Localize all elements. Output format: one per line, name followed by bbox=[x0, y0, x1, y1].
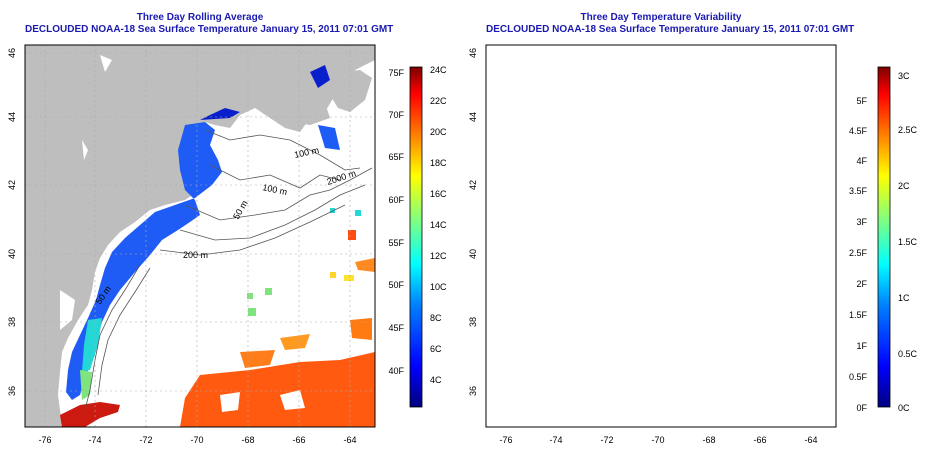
right-colorbar: 5F 4.5F 4F 3.5F 3F 2.5F 2F 1.5F 1F 0.5F … bbox=[849, 66, 918, 413]
lon-label-72: -72 bbox=[139, 435, 152, 445]
left-cbar-c-22: 22C bbox=[430, 96, 447, 106]
left-cbar-c-4: 4C bbox=[430, 375, 442, 385]
r-lon-label-76: -76 bbox=[499, 435, 512, 445]
right-map: 100 m 2000 m 50 m 200 m 46 44 42 40 38 3… bbox=[468, 44, 837, 445]
left-cbar-f-40: 40F bbox=[388, 366, 404, 376]
left-cbar-f-65: 65F bbox=[388, 152, 404, 162]
lon-label-74: -74 bbox=[88, 435, 101, 445]
r-lat-label-44: 44 bbox=[468, 112, 478, 122]
lat-label-42: 42 bbox=[7, 180, 17, 190]
right-cbar-c-1: 1C bbox=[898, 293, 910, 303]
left-cbar-f-50: 50F bbox=[388, 280, 404, 290]
right-cbar-c-2-5: 2.5C bbox=[898, 125, 918, 135]
left-cbar-f-60: 60F bbox=[388, 195, 404, 205]
r-lon-label-66: -66 bbox=[753, 435, 766, 445]
right-cbar-c-2: 2C bbox=[898, 181, 910, 191]
r-lat-label-40: 40 bbox=[468, 249, 478, 259]
right-cbar-f-4: 4F bbox=[856, 156, 867, 166]
r-lon-label-74: -74 bbox=[549, 435, 562, 445]
r-lat-label-36: 36 bbox=[468, 386, 478, 396]
right-cbar-c-0-5: 0.5C bbox=[898, 349, 918, 359]
lon-label-68: -68 bbox=[241, 435, 254, 445]
r-lat-label-46: 46 bbox=[468, 48, 478, 58]
right-cbar-f-3: 3F bbox=[856, 217, 867, 227]
left-cbar-c-20: 20C bbox=[430, 127, 447, 137]
right-cbar-f-0-5: 0.5F bbox=[849, 372, 868, 382]
right-cbar-f-4-5: 4.5F bbox=[849, 126, 868, 136]
r-lat-label-38: 38 bbox=[468, 317, 478, 327]
right-title: Three Day Temperature Variability bbox=[580, 12, 742, 23]
right-cbar-c-1-5: 1.5C bbox=[898, 237, 918, 247]
r-lon-label-70: -70 bbox=[651, 435, 664, 445]
left-map: 100 m 2000 m 100 m 50 m 200 m 50 m 46 44… bbox=[7, 44, 376, 445]
right-subtitle: DECLOUDED NOAA-18 Sea Surface Temperatur… bbox=[486, 24, 855, 35]
left-cbar-f-70: 70F bbox=[388, 110, 404, 120]
sst-cold-shelf bbox=[66, 122, 222, 400]
right-cbar-f-2-5: 2.5F bbox=[849, 248, 868, 258]
left-subtitle: DECLOUDED NOAA-18 Sea Surface Temperatur… bbox=[25, 24, 394, 35]
left-cbar-c-6: 6C bbox=[430, 344, 442, 354]
left-cbar-c-12: 12C bbox=[430, 251, 447, 261]
left-cbar-c-14: 14C bbox=[430, 220, 447, 230]
lon-label-64: -64 bbox=[343, 435, 356, 445]
left-cbar-c-24: 24C bbox=[430, 65, 447, 75]
lon-label-70: -70 bbox=[190, 435, 203, 445]
r-lat-label-42: 42 bbox=[468, 180, 478, 190]
left-cbar-f-75: 75F bbox=[388, 68, 404, 78]
lat-label-36: 36 bbox=[7, 386, 17, 396]
right-cbar-f-0: 0F bbox=[856, 403, 867, 413]
right-cbar-c-0: 0C bbox=[898, 403, 910, 413]
right-cbar-f-3-5: 3.5F bbox=[849, 186, 868, 196]
land-mass bbox=[25, 45, 375, 427]
lat-label-44: 44 bbox=[7, 112, 17, 122]
right-cbar-f-1-5: 1.5F bbox=[849, 310, 868, 320]
r-lon-label-64: -64 bbox=[804, 435, 817, 445]
bathymetry-contours bbox=[84, 129, 373, 411]
right-cbar-f-5: 5F bbox=[856, 96, 867, 106]
lon-label-76: -76 bbox=[38, 435, 51, 445]
left-title: Three Day Rolling Average bbox=[136, 12, 264, 23]
left-cbar-f-45: 45F bbox=[388, 323, 404, 333]
left-cbar-c-16: 16C bbox=[430, 189, 447, 199]
right-cbar-f-2: 2F bbox=[856, 279, 867, 289]
lon-label-66: -66 bbox=[292, 435, 305, 445]
lat-label-46: 46 bbox=[7, 48, 17, 58]
lat-label-38: 38 bbox=[7, 317, 17, 327]
left-cbar-c-8: 8C bbox=[430, 313, 442, 323]
lat-lon-grid bbox=[25, 45, 375, 427]
left-colorbar: 75F 70F 65F 60F 55F 50F 45F 40F 24C 22C … bbox=[388, 65, 447, 408]
left-cbar-c-10: 10C bbox=[430, 282, 447, 292]
lat-label-40: 40 bbox=[7, 249, 17, 259]
r-lon-label-68: -68 bbox=[702, 435, 715, 445]
right-cbar-f-1: 1F bbox=[856, 341, 867, 351]
left-cbar-c-18: 18C bbox=[430, 158, 447, 168]
contour-label-200m: 200 m bbox=[183, 250, 208, 260]
right-cbar-c-3: 3C bbox=[898, 71, 910, 81]
r-lon-label-72: -72 bbox=[600, 435, 613, 445]
sst-gulf-stream bbox=[60, 402, 120, 427]
left-cbar-f-55: 55F bbox=[388, 238, 404, 248]
